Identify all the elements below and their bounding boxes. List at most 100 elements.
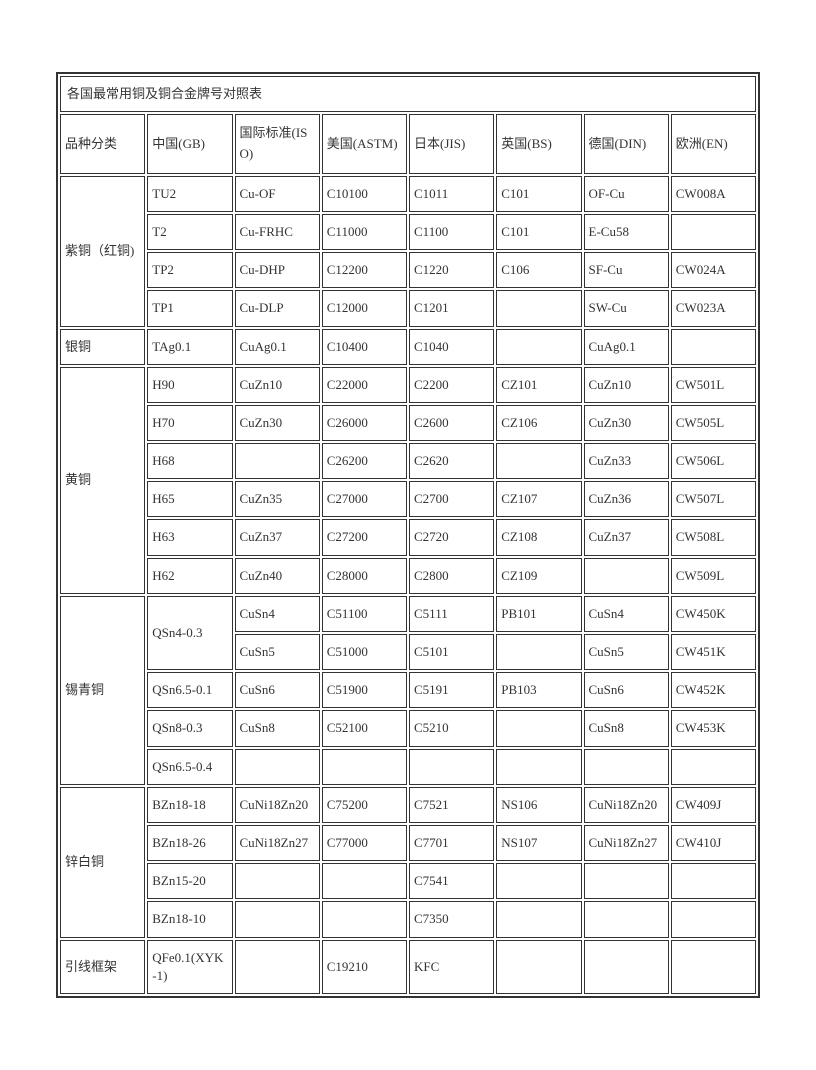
column-header: 品种分类 bbox=[60, 114, 145, 174]
data-cell: CW507L bbox=[671, 481, 756, 517]
category-cell: 黄铜 bbox=[60, 367, 145, 594]
data-cell bbox=[584, 901, 669, 937]
data-cell: CW410J bbox=[671, 825, 756, 861]
data-cell: CW450K bbox=[671, 596, 756, 632]
data-cell: QSn8-0.3 bbox=[147, 710, 232, 746]
data-cell: C26000 bbox=[322, 405, 407, 441]
data-cell: C12000 bbox=[322, 290, 407, 326]
data-cell: QSn6.5-0.1 bbox=[147, 672, 232, 708]
data-cell: C51000 bbox=[322, 634, 407, 670]
data-cell: C101 bbox=[496, 214, 581, 250]
data-cell: CuNi18Zn27 bbox=[235, 825, 320, 861]
data-cell: CW409J bbox=[671, 787, 756, 823]
data-cell: C5111 bbox=[409, 596, 494, 632]
data-cell bbox=[322, 749, 407, 785]
data-cell: C2200 bbox=[409, 367, 494, 403]
data-cell: QFe0.1(XYK-1) bbox=[147, 940, 232, 994]
data-cell bbox=[235, 901, 320, 937]
data-cell: NS107 bbox=[496, 825, 581, 861]
data-cell: C52100 bbox=[322, 710, 407, 746]
data-cell: CuAg0.1 bbox=[584, 329, 669, 365]
data-cell: C12200 bbox=[322, 252, 407, 288]
data-cell bbox=[584, 749, 669, 785]
data-cell: CW453K bbox=[671, 710, 756, 746]
data-cell: C2700 bbox=[409, 481, 494, 517]
data-cell: NS106 bbox=[496, 787, 581, 823]
data-cell: H63 bbox=[147, 519, 232, 555]
data-cell: C2600 bbox=[409, 405, 494, 441]
data-cell: C5210 bbox=[409, 710, 494, 746]
data-cell: CuAg0.1 bbox=[235, 329, 320, 365]
data-cell: CW506L bbox=[671, 443, 756, 479]
data-cell: C10400 bbox=[322, 329, 407, 365]
data-cell bbox=[496, 710, 581, 746]
data-cell: CuZn35 bbox=[235, 481, 320, 517]
data-cell: SW-Cu bbox=[584, 290, 669, 326]
data-cell: C7701 bbox=[409, 825, 494, 861]
data-cell: QSn4-0.3 bbox=[147, 596, 232, 670]
data-cell: CW505L bbox=[671, 405, 756, 441]
data-cell: CuZn10 bbox=[584, 367, 669, 403]
data-cell: C7350 bbox=[409, 901, 494, 937]
data-cell: C28000 bbox=[322, 558, 407, 594]
category-cell: 锌白铜 bbox=[60, 787, 145, 938]
data-cell bbox=[496, 901, 581, 937]
data-cell: QSn6.5-0.4 bbox=[147, 749, 232, 785]
data-cell bbox=[671, 749, 756, 785]
column-header: 英国(BS) bbox=[496, 114, 581, 174]
data-cell bbox=[671, 940, 756, 994]
data-cell bbox=[496, 863, 581, 899]
data-cell bbox=[496, 443, 581, 479]
data-cell: CuSn6 bbox=[235, 672, 320, 708]
data-cell: Cu-FRHC bbox=[235, 214, 320, 250]
data-cell bbox=[322, 901, 407, 937]
data-cell bbox=[584, 940, 669, 994]
column-header: 国际标准(ISO) bbox=[235, 114, 320, 174]
data-cell: CZ106 bbox=[496, 405, 581, 441]
data-cell: C75200 bbox=[322, 787, 407, 823]
data-cell bbox=[409, 749, 494, 785]
data-cell: C5191 bbox=[409, 672, 494, 708]
data-cell: Cu-DLP bbox=[235, 290, 320, 326]
data-cell: CuZn30 bbox=[235, 405, 320, 441]
data-cell bbox=[671, 214, 756, 250]
data-cell: Cu-OF bbox=[235, 176, 320, 212]
data-cell: CuZn37 bbox=[584, 519, 669, 555]
data-cell: C7541 bbox=[409, 863, 494, 899]
data-cell bbox=[235, 443, 320, 479]
category-cell: 锡青铜 bbox=[60, 596, 145, 785]
data-cell: CZ107 bbox=[496, 481, 581, 517]
data-cell bbox=[496, 290, 581, 326]
data-cell: CuSn8 bbox=[235, 710, 320, 746]
data-cell: C1220 bbox=[409, 252, 494, 288]
data-cell: TU2 bbox=[147, 176, 232, 212]
data-cell: CuSn8 bbox=[584, 710, 669, 746]
data-cell bbox=[235, 940, 320, 994]
data-cell: CuZn37 bbox=[235, 519, 320, 555]
data-cell: TP1 bbox=[147, 290, 232, 326]
data-cell: CW509L bbox=[671, 558, 756, 594]
column-header: 欧洲(EN) bbox=[671, 114, 756, 174]
data-cell: C26200 bbox=[322, 443, 407, 479]
data-cell: OF-Cu bbox=[584, 176, 669, 212]
data-cell: C2720 bbox=[409, 519, 494, 555]
data-cell: CuSn4 bbox=[584, 596, 669, 632]
data-cell: C101 bbox=[496, 176, 581, 212]
data-cell: C10100 bbox=[322, 176, 407, 212]
data-cell bbox=[671, 329, 756, 365]
data-cell: C2620 bbox=[409, 443, 494, 479]
column-header: 美国(ASTM) bbox=[322, 114, 407, 174]
data-cell: CZ109 bbox=[496, 558, 581, 594]
data-cell: CuNi18Zn20 bbox=[235, 787, 320, 823]
column-header: 德国(DIN) bbox=[584, 114, 669, 174]
data-cell: CuZn10 bbox=[235, 367, 320, 403]
data-cell bbox=[496, 940, 581, 994]
data-cell: C7521 bbox=[409, 787, 494, 823]
data-cell: C1011 bbox=[409, 176, 494, 212]
data-cell bbox=[322, 863, 407, 899]
data-cell: C19210 bbox=[322, 940, 407, 994]
data-cell: BZn18-10 bbox=[147, 901, 232, 937]
data-cell bbox=[496, 329, 581, 365]
data-cell: CW452K bbox=[671, 672, 756, 708]
data-cell: CuSn4 bbox=[235, 596, 320, 632]
